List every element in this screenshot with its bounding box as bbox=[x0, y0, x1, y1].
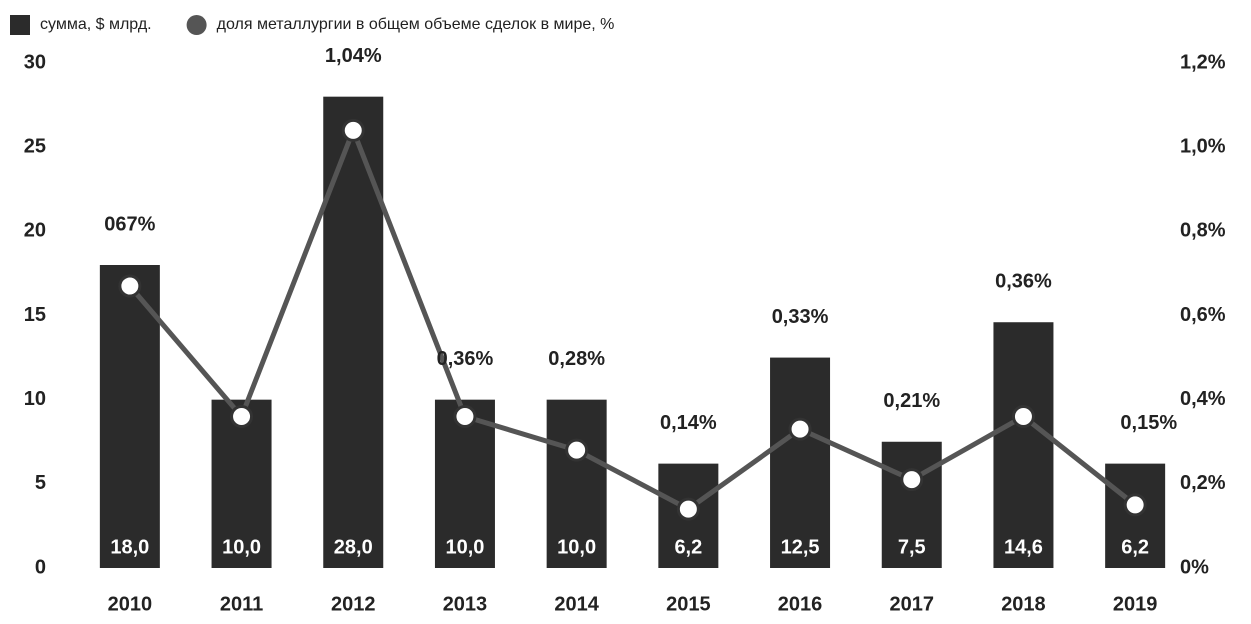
point-value-label: 0,33% bbox=[772, 306, 829, 328]
bar bbox=[993, 322, 1054, 568]
point bbox=[118, 274, 142, 298]
point-value-label: 0,14% bbox=[660, 412, 717, 434]
bar-value-label: 12,5 bbox=[781, 536, 820, 558]
point bbox=[341, 118, 365, 142]
y2-tick-label: 1,2% bbox=[1180, 51, 1226, 73]
x-tick-label: 2017 bbox=[890, 593, 935, 615]
bar-value-label: 10,0 bbox=[445, 536, 484, 558]
x-tick-label: 2016 bbox=[778, 593, 823, 615]
point-value-label: 0,36% bbox=[995, 271, 1052, 293]
y-tick-label: 10 bbox=[24, 388, 46, 410]
point bbox=[453, 405, 477, 428]
y2-tick-label: 0,4% bbox=[1180, 388, 1226, 410]
x-tick-label: 2013 bbox=[443, 593, 488, 615]
point bbox=[1123, 493, 1147, 517]
y-tick-label: 15 bbox=[24, 304, 46, 326]
y-tick-label: 30 bbox=[24, 51, 46, 73]
line bbox=[127, 123, 1137, 513]
bar-value-label: 10,0 bbox=[557, 536, 596, 558]
y2-tick-label: 0,2% bbox=[1180, 472, 1226, 494]
point bbox=[900, 468, 924, 492]
bar-value-label: 7,5 bbox=[898, 536, 926, 558]
point-value-label: 1,04% bbox=[325, 45, 382, 67]
point bbox=[1011, 405, 1035, 428]
legend-label: сумма, $ млрд. bbox=[40, 16, 152, 33]
bar bbox=[323, 96, 384, 569]
point-value-label: 0,15% bbox=[1120, 412, 1177, 434]
y-tick-label: 25 bbox=[24, 135, 46, 157]
point-value-label: 0,28% bbox=[548, 348, 605, 370]
y2-tick-label: 0% bbox=[1180, 556, 1209, 578]
y-tick-label: 20 bbox=[24, 220, 46, 242]
x-tick-label: 2012 bbox=[331, 593, 376, 615]
legend-swatch bbox=[186, 15, 207, 35]
bar bbox=[881, 441, 942, 568]
x-tick-label: 2018 bbox=[1001, 593, 1046, 615]
x-tick-label: 2014 bbox=[554, 593, 599, 615]
point-value-label: 0,36% bbox=[437, 348, 494, 370]
bar bbox=[546, 399, 607, 568]
x-tick-label: 2010 bbox=[108, 593, 153, 615]
point bbox=[788, 417, 812, 441]
x-tick-label: 2015 bbox=[666, 593, 711, 615]
bar-value-label: 28,0 bbox=[334, 536, 373, 558]
legend-label: доля металлургии в общем объеме сделок в… bbox=[217, 16, 615, 33]
bar-value-label: 14,6 bbox=[1004, 536, 1043, 558]
y-tick-label: 0 bbox=[35, 556, 46, 578]
x-tick-label: 2019 bbox=[1113, 593, 1158, 615]
legend-swatch bbox=[10, 15, 30, 35]
bar-value-label: 18,0 bbox=[110, 536, 149, 558]
bar bbox=[770, 357, 831, 568]
bar-value-label: 6,2 bbox=[674, 536, 702, 558]
y2-tick-label: 1,0% bbox=[1180, 135, 1226, 157]
y2-tick-label: 0,6% bbox=[1180, 304, 1226, 326]
bar bbox=[99, 265, 160, 568]
x-tick-label: 2011 bbox=[220, 593, 263, 615]
point-value-label: 067% bbox=[104, 213, 155, 235]
y2-tick-label: 0,8% bbox=[1180, 220, 1226, 242]
point bbox=[565, 438, 589, 462]
bar-value-label: 6,2 bbox=[1121, 536, 1149, 558]
point bbox=[676, 497, 700, 521]
bar-value-label: 10,0 bbox=[222, 536, 261, 558]
y-tick-label: 5 bbox=[35, 472, 46, 494]
point-value-label: 0,21% bbox=[883, 390, 940, 412]
point bbox=[230, 405, 254, 428]
